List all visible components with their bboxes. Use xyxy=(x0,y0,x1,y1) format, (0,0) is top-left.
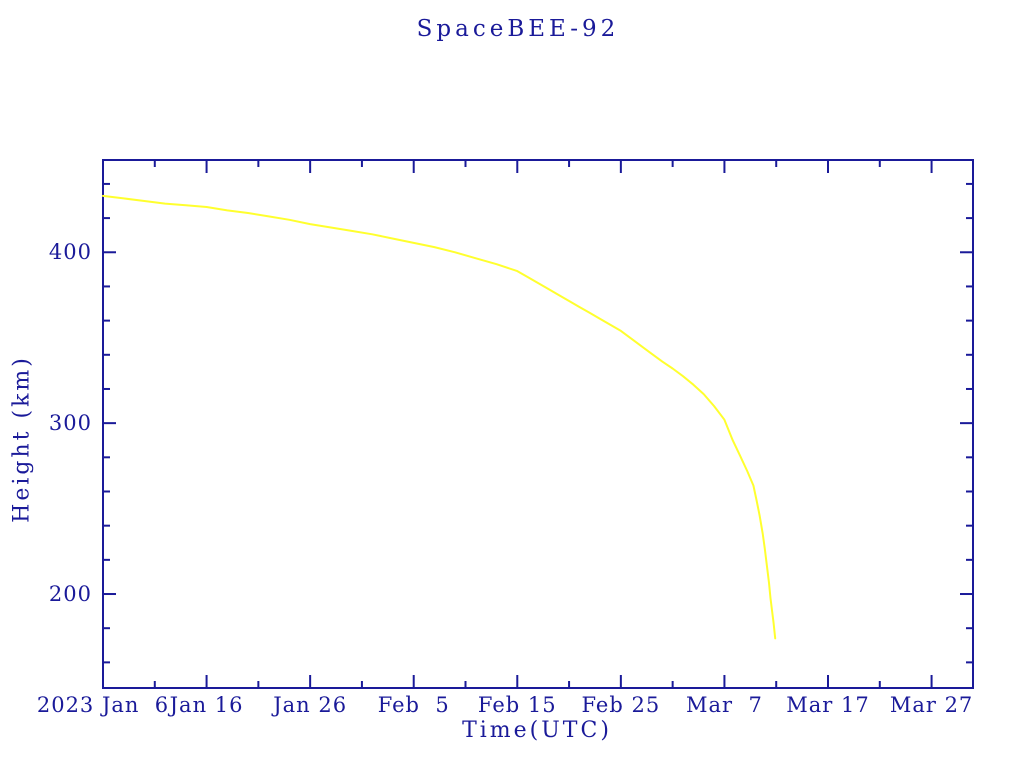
x-tick-label: Jan 16 xyxy=(169,693,244,717)
x-tick-label: Mar 27 xyxy=(889,693,974,717)
x-tick-label: 2023 Jan 6 xyxy=(36,693,170,717)
x-tick-label: Jan 26 xyxy=(273,693,348,717)
x-tick-label: Feb 15 xyxy=(477,693,557,717)
y-tick-label: 200 xyxy=(48,582,92,607)
x-tick-label: Feb 5 xyxy=(377,693,450,717)
x-tick-label: Feb 25 xyxy=(581,693,661,717)
y-tick-label: 400 xyxy=(48,240,92,265)
y-tick-label: 300 xyxy=(48,411,92,436)
x-axis-label: Time(UTC) xyxy=(462,718,612,743)
plot-border xyxy=(102,159,974,689)
chart-title: SpaceBEE-92 xyxy=(416,16,620,42)
height-decay-line xyxy=(102,194,777,640)
x-tick-label: Mar 17 xyxy=(786,693,870,717)
x-tick-label: Mar 7 xyxy=(686,693,763,717)
